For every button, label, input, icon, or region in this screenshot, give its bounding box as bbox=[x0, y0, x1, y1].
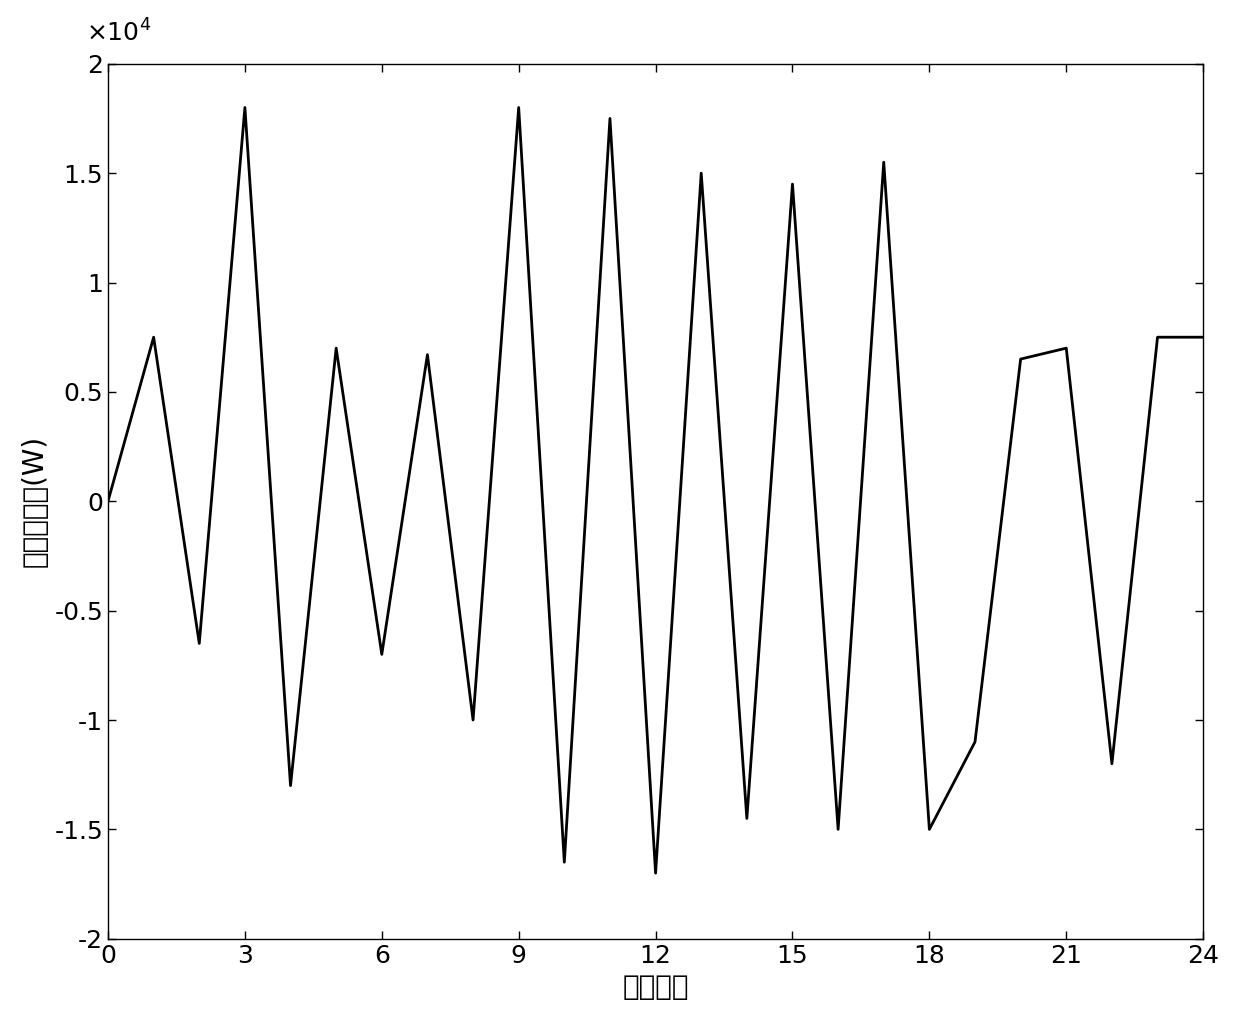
Text: $\times 10^4$: $\times 10^4$ bbox=[86, 19, 151, 46]
X-axis label: 通道编号: 通道编号 bbox=[622, 973, 689, 1002]
Y-axis label: 累积热负荷(W): 累积热负荷(W) bbox=[21, 435, 48, 567]
